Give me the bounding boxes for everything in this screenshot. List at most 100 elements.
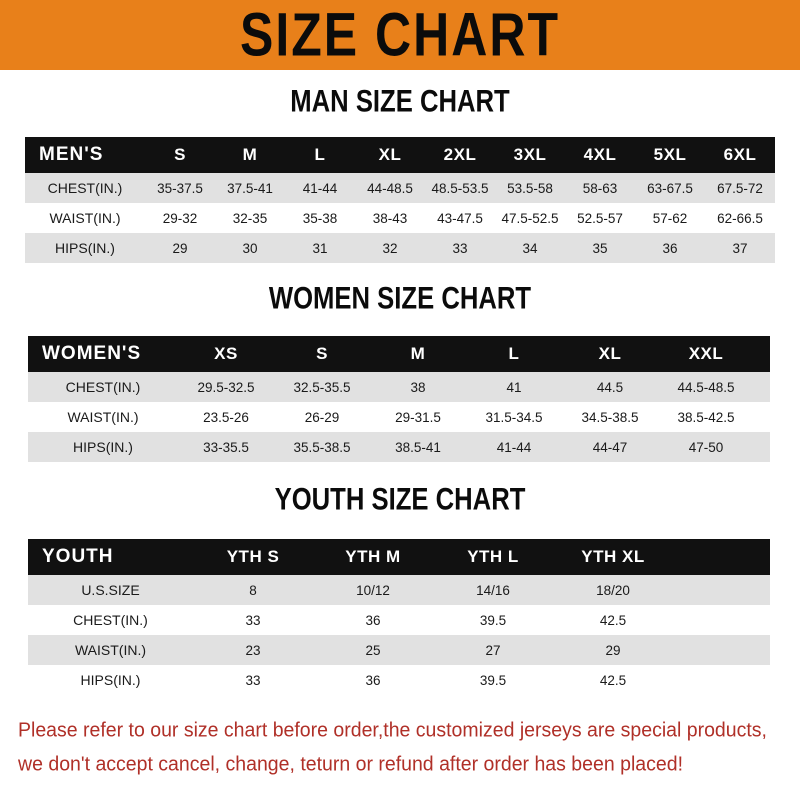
table-row: WAIST(IN.) 23 25 27 29 bbox=[28, 635, 770, 665]
women-cell: 29.5-32.5 bbox=[178, 372, 274, 402]
table-row: HIPS(IN.) 29 30 31 32 33 34 35 36 37 bbox=[25, 233, 775, 263]
women-cell: 35.5-38.5 bbox=[274, 432, 370, 462]
men-row-label: CHEST(IN.) bbox=[25, 173, 145, 203]
women-header-row: WOMEN'S XS S M L XL XXL bbox=[28, 336, 770, 372]
youth-row-label: U.S.SIZE bbox=[28, 575, 193, 605]
men-size-header: 4XL bbox=[565, 137, 635, 173]
table-row: CHEST(IN.) 33 36 39.5 42.5 bbox=[28, 605, 770, 635]
men-cell: 31 bbox=[285, 233, 355, 263]
women-cell: 41-44 bbox=[466, 432, 562, 462]
men-cell: 32-35 bbox=[215, 203, 285, 233]
youth-cell: 36 bbox=[313, 665, 433, 695]
youth-cell: 29 bbox=[553, 635, 673, 665]
youth-cell: 33 bbox=[193, 605, 313, 635]
youth-cell: 36 bbox=[313, 605, 433, 635]
men-table-head: MEN'S S M L XL 2XL 3XL 4XL 5XL 6XL bbox=[25, 137, 775, 173]
men-corner-label: MEN'S bbox=[25, 137, 145, 173]
size-chart-banner: SIZE CHART bbox=[0, 0, 800, 70]
women-size-header: M bbox=[370, 336, 466, 372]
youth-cell: 42.5 bbox=[553, 605, 673, 635]
men-cell: 62-66.5 bbox=[705, 203, 775, 233]
men-size-header: XL bbox=[355, 137, 425, 173]
women-cell: 44.5-48.5 bbox=[658, 372, 754, 402]
men-cell: 35 bbox=[565, 233, 635, 263]
men-cell: 32 bbox=[355, 233, 425, 263]
table-row: WAIST(IN.) 23.5-26 26-29 29-31.5 31.5-34… bbox=[28, 402, 770, 432]
men-cell: 34 bbox=[495, 233, 565, 263]
youth-cell-spacer bbox=[673, 665, 770, 695]
men-table-body: CHEST(IN.) 35-37.5 37.5-41 41-44 44-48.5… bbox=[25, 173, 775, 263]
women-size-header: L bbox=[466, 336, 562, 372]
men-cell: 67.5-72 bbox=[705, 173, 775, 203]
men-cell: 35-37.5 bbox=[145, 173, 215, 203]
youth-size-table: YOUTH YTH S YTH M YTH L YTH XL U.S.SIZE … bbox=[28, 539, 770, 695]
youth-size-header: YTH XL bbox=[553, 539, 673, 575]
men-header-row: MEN'S S M L XL 2XL 3XL 4XL 5XL 6XL bbox=[25, 137, 775, 173]
women-cell: 26-29 bbox=[274, 402, 370, 432]
men-cell: 41-44 bbox=[285, 173, 355, 203]
men-size-header: S bbox=[145, 137, 215, 173]
women-cell: 23.5-26 bbox=[178, 402, 274, 432]
men-cell: 52.5-57 bbox=[565, 203, 635, 233]
youth-cell: 39.5 bbox=[433, 665, 553, 695]
table-row: WAIST(IN.) 29-32 32-35 35-38 38-43 43-47… bbox=[25, 203, 775, 233]
women-corner-label: WOMEN'S bbox=[28, 336, 178, 372]
women-cell: 32.5-35.5 bbox=[274, 372, 370, 402]
youth-table-body: U.S.SIZE 8 10/12 14/16 18/20 CHEST(IN.) … bbox=[28, 575, 770, 695]
men-size-section: MAN SIZE CHART MEN'S S M L XL 2XL 3XL 4X… bbox=[0, 83, 800, 263]
women-cell: 29-31.5 bbox=[370, 402, 466, 432]
women-cell-spacer bbox=[754, 432, 770, 462]
women-table-head: WOMEN'S XS S M L XL XXL bbox=[28, 336, 770, 372]
women-cell: 38.5-42.5 bbox=[658, 402, 754, 432]
women-cell: 44-47 bbox=[562, 432, 658, 462]
youth-row-label: CHEST(IN.) bbox=[28, 605, 193, 635]
men-size-header: 6XL bbox=[705, 137, 775, 173]
men-cell: 38-43 bbox=[355, 203, 425, 233]
women-cell: 33-35.5 bbox=[178, 432, 274, 462]
men-cell: 30 bbox=[215, 233, 285, 263]
youth-row-label: WAIST(IN.) bbox=[28, 635, 193, 665]
youth-size-header: YTH L bbox=[433, 539, 553, 575]
men-size-header: 3XL bbox=[495, 137, 565, 173]
women-header-spacer bbox=[754, 336, 770, 372]
women-cell: 31.5-34.5 bbox=[466, 402, 562, 432]
women-size-section: WOMEN SIZE CHART WOMEN'S XS S M L XL XXL… bbox=[0, 280, 800, 462]
women-size-header: S bbox=[274, 336, 370, 372]
youth-cell: 25 bbox=[313, 635, 433, 665]
order-policy-note: Please refer to our size chart before or… bbox=[0, 717, 800, 778]
men-cell: 48.5-53.5 bbox=[425, 173, 495, 203]
table-row: CHEST(IN.) 35-37.5 37.5-41 41-44 44-48.5… bbox=[25, 173, 775, 203]
youth-cell: 33 bbox=[193, 665, 313, 695]
men-row-label: HIPS(IN.) bbox=[25, 233, 145, 263]
women-cell: 38 bbox=[370, 372, 466, 402]
men-size-table: MEN'S S M L XL 2XL 3XL 4XL 5XL 6XL CHEST… bbox=[25, 137, 775, 263]
policy-line-1: Please refer to our size chart before or… bbox=[18, 718, 767, 742]
men-cell: 29-32 bbox=[145, 203, 215, 233]
men-section-title: MAN SIZE CHART bbox=[290, 83, 510, 119]
women-cell: 38.5-41 bbox=[370, 432, 466, 462]
women-size-table: WOMEN'S XS S M L XL XXL CHEST(IN.) 29.5-… bbox=[28, 336, 770, 462]
men-row-label: WAIST(IN.) bbox=[25, 203, 145, 233]
men-cell: 37 bbox=[705, 233, 775, 263]
youth-cell: 42.5 bbox=[553, 665, 673, 695]
men-size-header: M bbox=[215, 137, 285, 173]
youth-cell: 23 bbox=[193, 635, 313, 665]
men-cell: 53.5-58 bbox=[495, 173, 565, 203]
women-size-header: XL bbox=[562, 336, 658, 372]
youth-size-header: YTH M bbox=[313, 539, 433, 575]
women-cell: 44.5 bbox=[562, 372, 658, 402]
men-cell: 58-63 bbox=[565, 173, 635, 203]
women-size-header: XS bbox=[178, 336, 274, 372]
women-cell: 34.5-38.5 bbox=[562, 402, 658, 432]
women-cell: 41 bbox=[466, 372, 562, 402]
youth-corner-label: YOUTH bbox=[28, 539, 193, 575]
women-size-header: XXL bbox=[658, 336, 754, 372]
men-size-header: 5XL bbox=[635, 137, 705, 173]
women-cell-spacer bbox=[754, 402, 770, 432]
women-row-label: CHEST(IN.) bbox=[28, 372, 178, 402]
policy-line-2: we don't accept cancel, change, teturn o… bbox=[18, 752, 683, 776]
youth-size-header: YTH S bbox=[193, 539, 313, 575]
youth-cell-spacer bbox=[673, 605, 770, 635]
youth-header-spacer bbox=[673, 539, 770, 575]
women-section-title: WOMEN SIZE CHART bbox=[268, 280, 532, 316]
